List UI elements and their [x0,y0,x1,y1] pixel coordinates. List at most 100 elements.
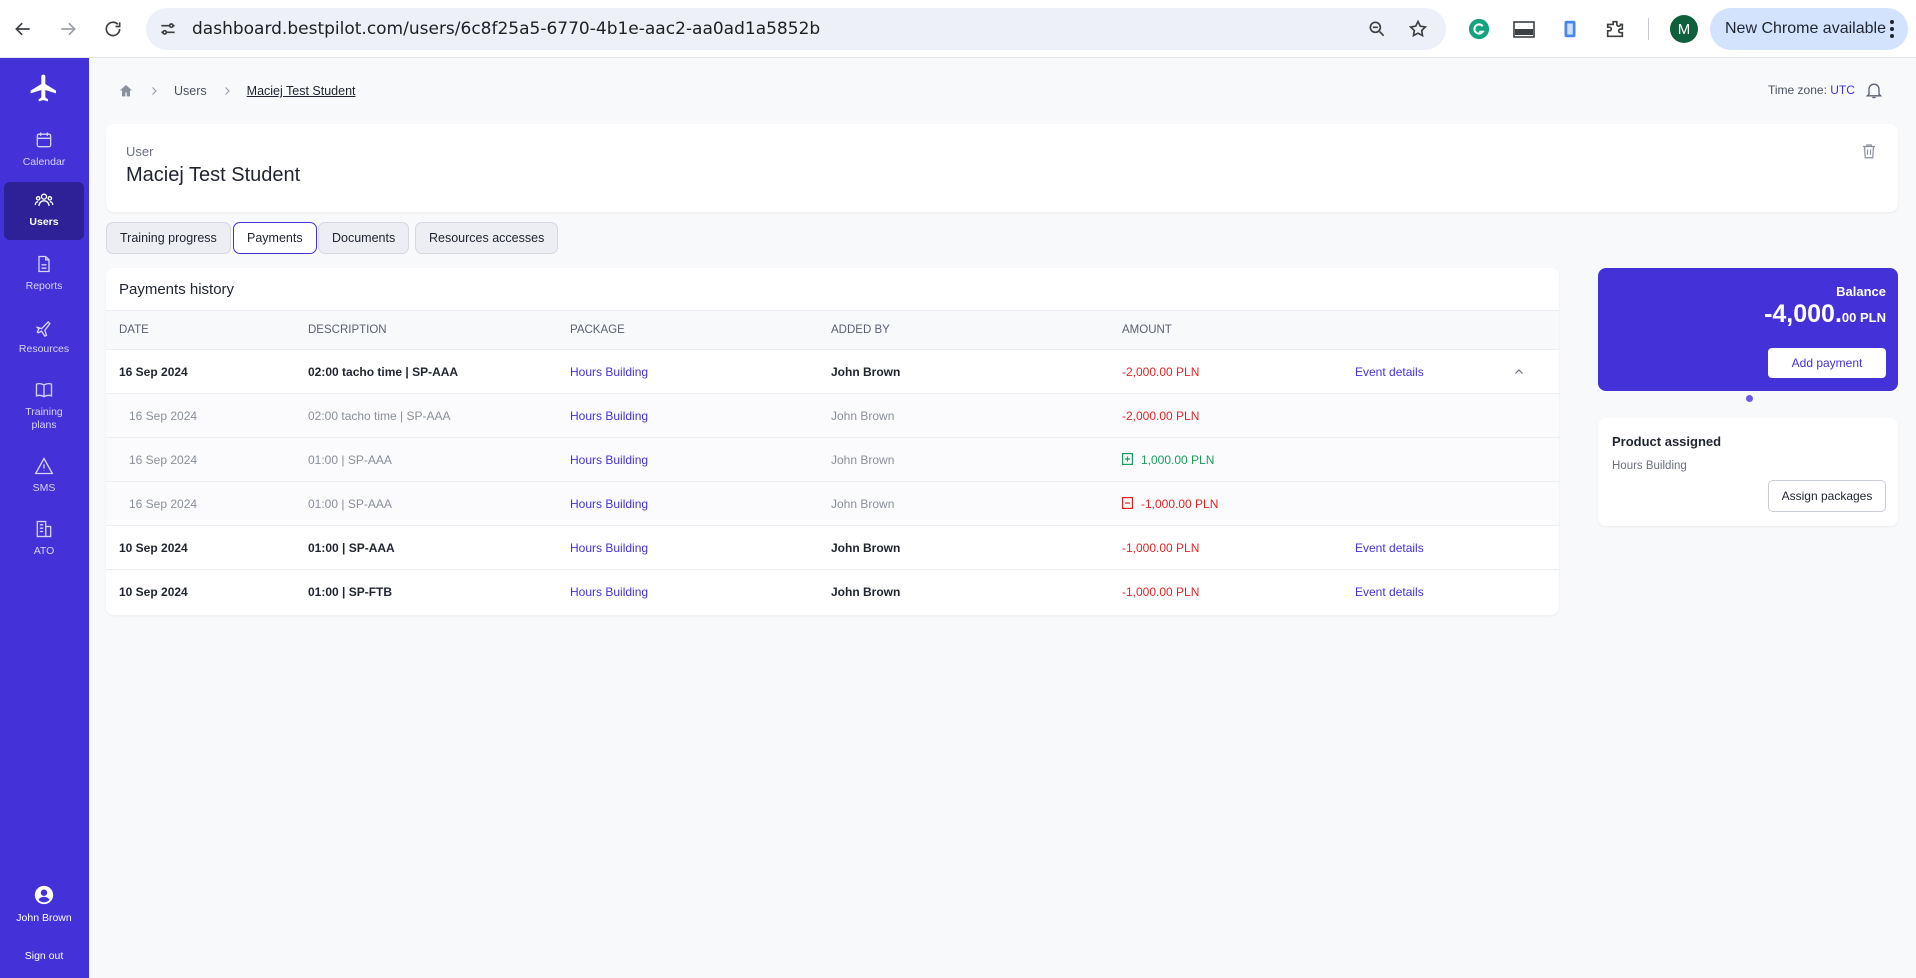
notifications-bell-icon[interactable] [1864,80,1884,100]
row-package-link[interactable]: Hours Building [570,409,649,423]
sidebar-user-name: John Brown [16,912,72,924]
sidebar-user-profile[interactable]: John Brown [4,884,84,936]
row-date: 10 Sep 2024 [119,585,188,599]
sidebar-item-ato[interactable]: ATO [4,511,84,569]
table-row-child: 16 Sep 2024 01:00 | SP-AAA Hours Buildin… [106,438,1559,482]
row-added-by: John Brown [831,541,901,555]
site-settings-icon[interactable] [158,19,178,39]
sidebar-item-calendar[interactable]: Calendar [4,122,84,180]
row-amount-cell: -1,000.00 PLN [1122,497,1218,511]
balance-card: Balance -4,000.00 PLN Add payment [1598,268,1898,391]
sidebar-item-sms[interactable]: SMS [4,448,84,506]
reload-button[interactable] [97,13,129,45]
zoom-icon[interactable] [1367,19,1387,39]
assign-packages-button[interactable]: Assign packages [1768,480,1886,512]
tab-resources-accesses[interactable]: Resources accesses [415,222,559,254]
row-package-link[interactable]: Hours Building [570,365,649,379]
address-bar[interactable]: dashboard.bestpilot.com/users/6c8f25a5-6… [146,8,1446,50]
row-amount: -2,000.00 PLN [1122,365,1200,379]
sidebar-item-label: Calendar [22,156,66,168]
row-description: 02:00 tacho time | SP-AAA [308,409,451,423]
tab-training-progress[interactable]: Training progress [106,222,231,254]
chevron-right-icon [152,87,157,95]
row-package-link[interactable]: Hours Building [570,497,649,511]
balance-amount-major: -4,000. [1764,300,1842,328]
table-row[interactable]: 16 Sep 2024 02:00 tacho time | SP-AAA Ho… [106,350,1559,394]
payments-title: Payments history [119,281,235,298]
sidebar-item-label: Users [29,216,59,228]
timezone-value[interactable]: UTC [1830,83,1855,97]
users-icon [34,193,54,206]
file-icon [38,255,50,273]
arrow-left-icon [15,22,30,36]
column-header-date: Date [119,324,149,336]
add-payment-button[interactable]: Add payment [1768,348,1886,378]
document-credit-icon [1122,453,1133,465]
sidebar-item-resources[interactable]: Resources [4,309,84,367]
column-header-added-by: Added by [831,324,890,336]
chevron-up-icon[interactable] [1513,366,1525,378]
row-date: 16 Sep 2024 [129,409,198,423]
extensions-puzzle-icon[interactable] [1602,16,1628,42]
sidebar-item-label: ATO [33,545,55,557]
event-details-link[interactable]: Event details [1355,585,1424,599]
profile-avatar[interactable]: M [1670,15,1698,43]
sidebar-item-label: Training plans [25,406,63,431]
carousel-indicator[interactable] [1746,395,1753,402]
breadcrumb-users-link[interactable]: Users [174,84,207,98]
table-row[interactable]: 10 Sep 2024 01:00 | SP-AAA Hours Buildin… [106,526,1559,570]
row-added-by: John Brown [831,409,895,423]
tab-documents[interactable]: Documents [318,222,410,254]
bookmark-star-icon[interactable] [1408,19,1428,39]
arrow-right-icon [61,22,76,36]
document-debit-icon [1122,497,1133,509]
row-description: 02:00 tacho time | SP-AAA [308,365,459,379]
table-row[interactable]: 10 Sep 2024 01:00 | SP-FTB Hours Buildin… [106,570,1559,614]
toolbar-divider [1648,18,1649,40]
timezone-label: Time zone: [1768,83,1827,97]
chrome-update-button[interactable]: New Chrome available [1710,8,1908,50]
airplane-logo-icon[interactable] [28,72,60,104]
forward-button[interactable] [52,13,84,45]
back-button[interactable] [7,13,39,45]
chrome-update-label: New Chrome available [1725,20,1886,37]
row-amount: -1,000.00 PLN [1141,497,1219,511]
home-icon[interactable] [118,83,134,99]
breadcrumb-current[interactable]: Maciej Test Student [246,84,356,98]
book-icon [35,382,53,398]
clipboard-extension-icon[interactable] [1557,16,1583,42]
sidebar-item-reports[interactable]: Reports [4,246,84,304]
user-circle-icon [34,885,54,905]
row-package-link[interactable]: Hours Building [570,585,649,599]
row-date: 16 Sep 2024 [119,365,188,379]
sidebar-item-label: SMS [32,482,56,494]
product-value: Hours Building [1612,460,1687,472]
row-description: 01:00 | SP-AAA [308,497,392,511]
sign-out-link[interactable]: Sign out [24,950,64,962]
page-title: Maciej Test Student [126,164,301,186]
row-amount: -1,000.00 PLN [1122,541,1200,555]
row-date: 16 Sep 2024 [129,453,198,467]
news-extension-icon[interactable] [1511,16,1537,42]
building-icon [36,520,52,538]
row-amount: 1,000.00 PLN [1141,453,1215,467]
plane-icon [36,321,51,337]
table-header: Date Description Package Added by Amount [106,310,1559,350]
event-details-link[interactable]: Event details [1355,365,1424,379]
balance-amount: -4,000.00 PLN [1764,300,1886,329]
row-date: 10 Sep 2024 [119,541,188,555]
row-package-link[interactable]: Hours Building [570,453,649,467]
payments-history-card: Payments history Date Description Packag… [106,268,1559,615]
reload-icon [105,21,121,37]
sidebar-item-users[interactable]: Users [4,182,84,240]
column-header-package: Package [570,324,625,336]
url-text[interactable]: dashboard.bestpilot.com/users/6c8f25a5-6… [192,19,821,39]
row-package-link[interactable]: Hours Building [570,541,649,555]
tab-payments[interactable]: Payments [233,222,317,254]
breadcrumb: Users Maciej Test Student [118,82,356,100]
row-added-by: John Brown [831,585,901,599]
sidebar-item-training-plans[interactable]: Training plans [4,372,84,442]
trash-icon[interactable] [1860,142,1878,160]
grammarly-extension-icon[interactable] [1466,16,1492,42]
event-details-link[interactable]: Event details [1355,541,1424,555]
